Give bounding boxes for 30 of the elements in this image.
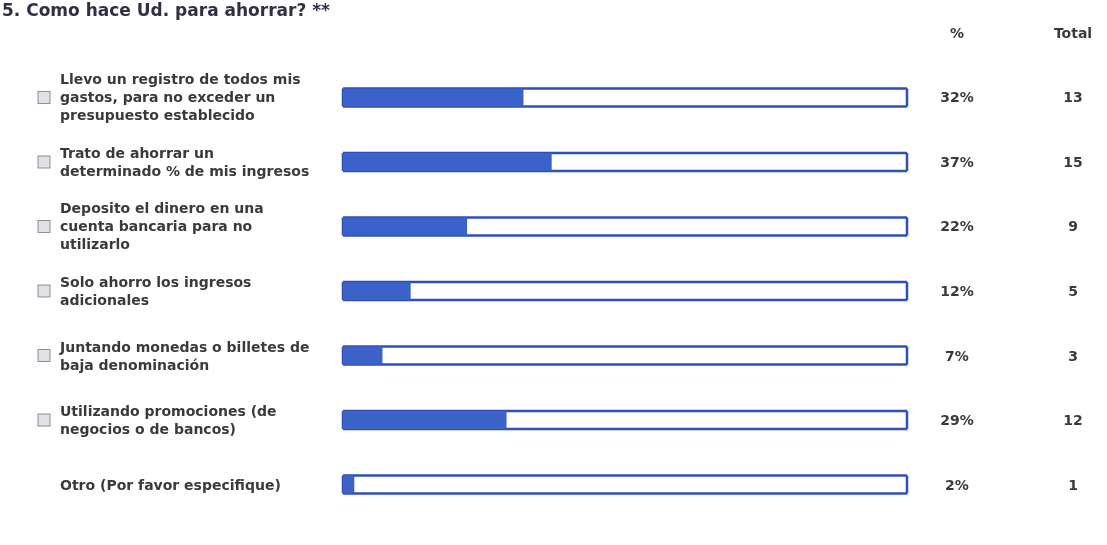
bar (343, 152, 552, 172)
y-tick-label: Solo ahorro los ingresos adicionales (60, 274, 252, 308)
bar (343, 217, 468, 236)
text: Total (1053, 25, 1093, 41)
data-label: 29% (940, 412, 974, 429)
data-label: 32% (940, 89, 974, 106)
data-label: 2% (945, 476, 969, 493)
data-label: 22% (940, 218, 974, 235)
y-tick-label: Llevo un registro de todos mis gastos, para no exceder un presupuesto establecido (60, 71, 301, 124)
data-label: 7% (945, 347, 969, 364)
bar (343, 281, 411, 301)
data-label: 12% (940, 283, 974, 299)
text: 5. Como hace Ud. para ahorrar? ** (2, 0, 331, 20)
text: 9 (1068, 218, 1078, 235)
y-tick-label: Deposito el dinero en una cuenta bancaria para no utilizarlo (60, 200, 264, 253)
y-tick-label: Utilizando promociones (de negocios o de bancos) (60, 403, 277, 438)
text: % (949, 25, 965, 41)
bar (343, 88, 524, 107)
y-tick-label: Juntando monedas o billetes de baja denominación (59, 338, 310, 373)
bar (343, 346, 383, 365)
y-tick-label: Trato de ahorrar un determinado % de mis ingresos (60, 144, 310, 179)
bar (343, 410, 507, 430)
text: 3 (1068, 347, 1078, 364)
text: 5 (1068, 283, 1078, 299)
text: 15 (1063, 153, 1083, 170)
text: 13 (1063, 89, 1083, 106)
text: 12 (1063, 412, 1083, 429)
text: 1 (1068, 476, 1078, 493)
y-tick-label: Otro (Por favor especifique) (60, 476, 281, 493)
data-label: 37% (940, 153, 974, 170)
